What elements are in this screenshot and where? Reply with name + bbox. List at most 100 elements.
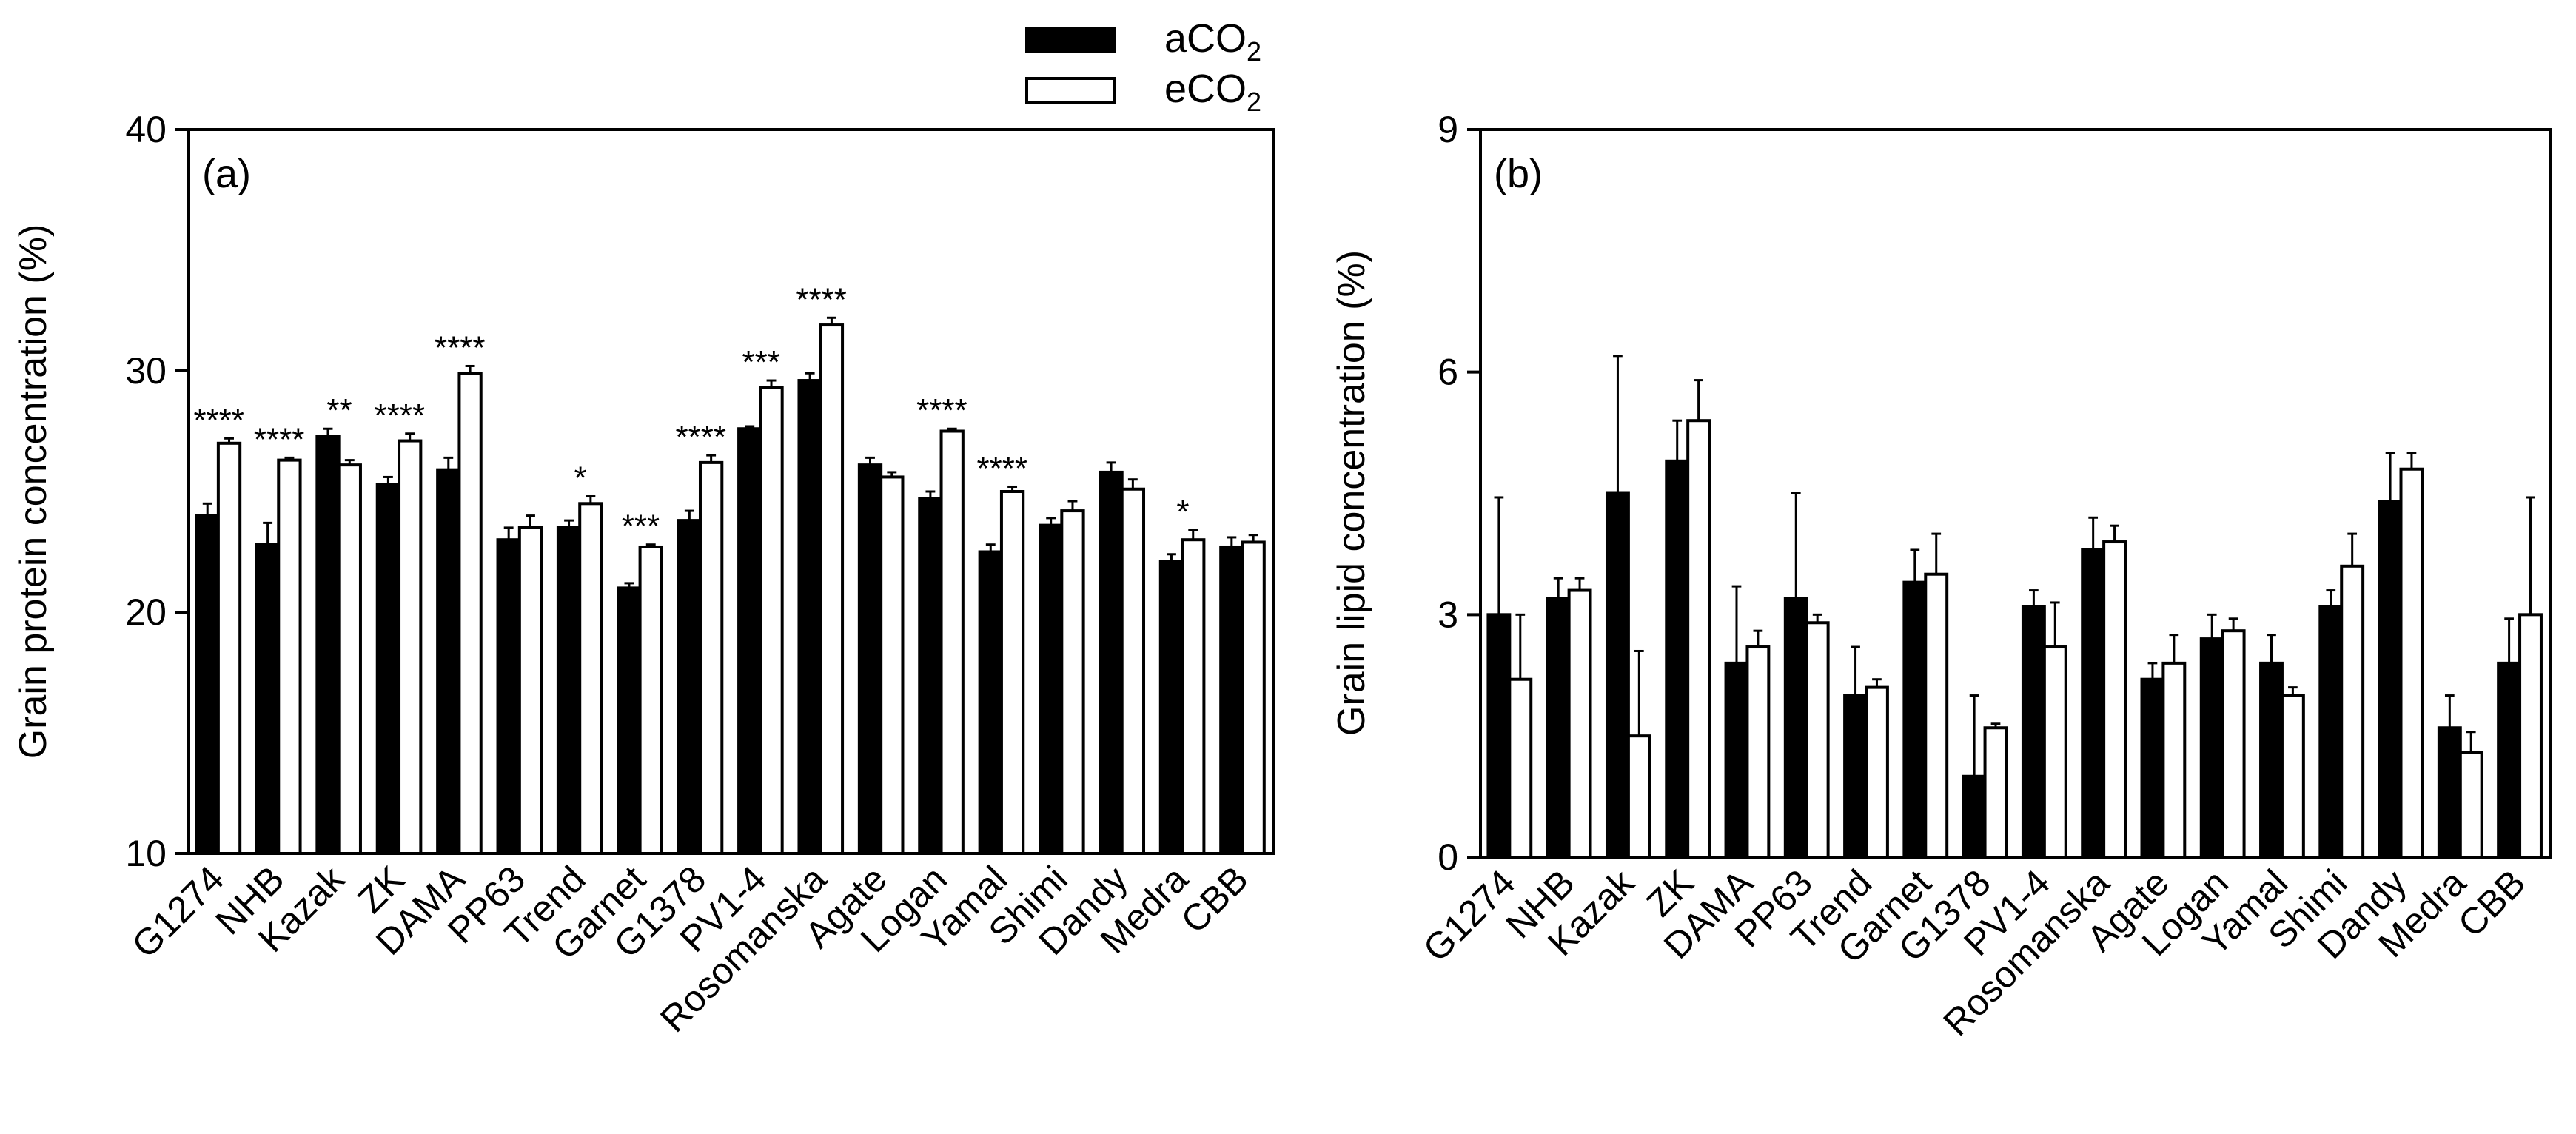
bar-aco2 (1486, 613, 1512, 859)
bar-aco2 (2081, 548, 2106, 859)
bar-eco2 (1983, 726, 2008, 859)
bar-eco2 (1181, 538, 1206, 855)
y-tick-label: 30 (125, 350, 167, 392)
significance-marker: **** (676, 419, 727, 455)
significance-marker: **** (977, 450, 1028, 486)
bar-aco2 (1158, 560, 1184, 855)
bar-eco2 (1508, 677, 1533, 859)
bar-eco2 (1060, 509, 1085, 856)
bar-eco2 (517, 526, 543, 856)
bar-aco2 (1962, 774, 1987, 859)
bar-eco2 (2399, 467, 2424, 859)
bar-aco2 (1039, 523, 1064, 855)
bar-eco2 (2458, 751, 2483, 859)
bar-eco2 (277, 458, 302, 855)
bar-aco2 (2437, 726, 2462, 859)
x-tick-label: CBB (2450, 862, 2533, 945)
bar-eco2 (879, 475, 905, 855)
plot-frame (1479, 128, 2552, 859)
significance-marker: * (574, 460, 586, 497)
bar-aco2 (1724, 661, 1749, 859)
bar-eco2 (939, 429, 965, 855)
bar-aco2 (857, 463, 883, 855)
bar-aco2 (677, 519, 702, 855)
bar-aco2 (2021, 605, 2046, 859)
bar-eco2 (2102, 540, 2127, 859)
y-tick-label: 3 (1438, 594, 1458, 635)
bar-aco2 (1665, 459, 1690, 859)
significance-marker: *** (622, 509, 660, 545)
bar-eco2 (2340, 564, 2365, 859)
bar-aco2 (2140, 677, 2165, 859)
significance-marker: **** (916, 392, 967, 429)
panel-label: (a) (202, 152, 251, 196)
y-tick-label: 9 (1438, 109, 1458, 150)
bar-aco2 (1843, 694, 1868, 859)
bar-aco2 (1219, 545, 1244, 855)
bar-eco2 (1686, 419, 1711, 859)
bar-eco2 (2280, 694, 2305, 859)
y-tick-label: 20 (125, 591, 167, 633)
bar-eco2 (1567, 588, 1592, 859)
bar-eco2 (337, 463, 362, 855)
significance-marker: **** (435, 329, 486, 366)
bar-aco2 (1605, 491, 1630, 859)
bar-aco2 (2497, 661, 2522, 859)
bar-eco2 (398, 439, 423, 855)
bar-aco2 (978, 550, 1003, 855)
bar-eco2 (1924, 572, 1949, 859)
y-axis-title: Grain protein concentration (%) (12, 224, 55, 759)
panel-a-protein-chart: 10 20 30 40 Grain protein concentration (%) (… (12, 109, 1275, 1040)
bar-aco2 (1099, 470, 1124, 855)
y-tick-label: 0 (1438, 836, 1458, 878)
bar-aco2 (195, 514, 220, 855)
bar-eco2 (1241, 540, 1266, 856)
legend-swatch-2 (1025, 77, 1116, 104)
bar-aco2 (1902, 580, 1928, 859)
bar-eco2 (759, 386, 784, 855)
bar-aco2 (375, 483, 401, 855)
bar-aco2 (315, 435, 341, 855)
y-axis-title: Grain lipid concentration (%) (1330, 250, 1373, 736)
bar-eco2 (2518, 613, 2543, 859)
bar-eco2 (1626, 734, 1651, 859)
bar-aco2 (617, 586, 642, 856)
bar-aco2 (556, 526, 582, 856)
y-tick-label: 6 (1438, 352, 1458, 393)
y-tick-label: 10 (125, 833, 167, 874)
bar-aco2 (2259, 661, 2284, 859)
bar-eco2 (2042, 645, 2067, 859)
bar-aco2 (2318, 605, 2344, 859)
legend-swatch-1 (1025, 27, 1116, 53)
bar-eco2 (1120, 487, 1146, 855)
y-tick-label: 40 (125, 109, 167, 150)
bar-eco2 (457, 372, 483, 855)
x-tick-label: CBB (1173, 858, 1256, 941)
significance-marker: **** (375, 397, 426, 434)
plot-frame (187, 128, 1275, 855)
panel-label: (b) (1494, 152, 1543, 196)
significance-marker: **** (796, 281, 847, 318)
legend-label-2: eCO2 (1164, 67, 1261, 117)
legend-label-1: aCO2 (1164, 16, 1261, 67)
bar-eco2 (1745, 645, 1771, 859)
bar-eco2 (999, 490, 1025, 855)
bar-eco2 (638, 545, 663, 855)
bar-eco2 (819, 323, 845, 855)
bar-aco2 (918, 497, 943, 856)
bar-aco2 (496, 538, 521, 855)
significance-marker: **** (254, 421, 305, 457)
significance-marker: *** (742, 344, 780, 380)
significance-marker: ** (326, 392, 352, 429)
bar-aco2 (2378, 500, 2403, 859)
bar-eco2 (1865, 685, 1889, 859)
bar-aco2 (255, 543, 281, 855)
bar-aco2 (737, 427, 762, 855)
bar-aco2 (797, 379, 822, 855)
bar-eco2 (2221, 629, 2246, 859)
bar-aco2 (1546, 597, 1571, 859)
bar-aco2 (2199, 637, 2224, 859)
